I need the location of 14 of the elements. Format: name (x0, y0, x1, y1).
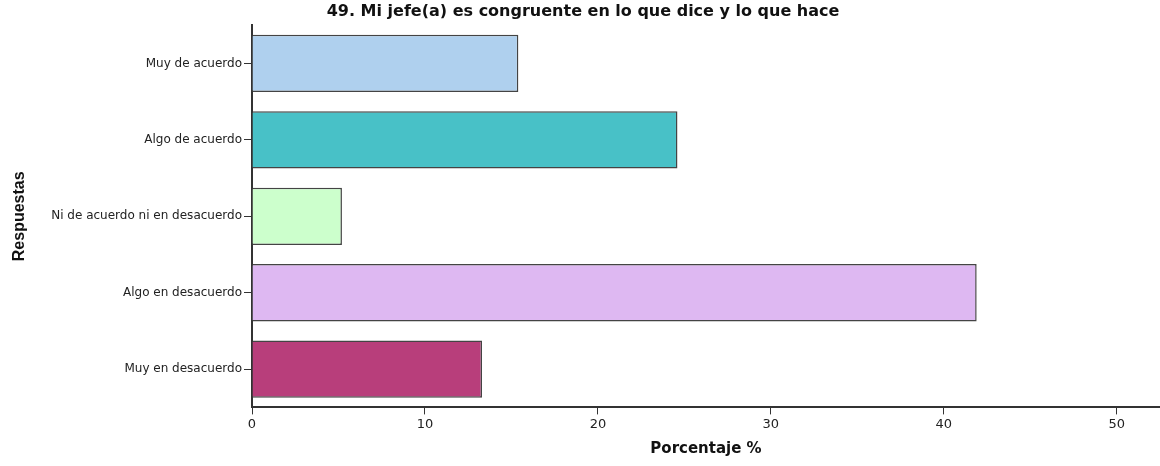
x-tick-label: 50 (1108, 415, 1126, 431)
y-tick-label: Algo de acuerdo (144, 131, 242, 146)
x-tick-label: 20 (589, 415, 607, 431)
chart-title: 49. Mi jefe(a) es congruente en lo que dice y lo que hace (326, 0, 840, 20)
x-tick-label: 10 (416, 415, 434, 431)
y-tick-label: Muy de acuerdo (145, 55, 242, 70)
x-axis-title: Porcentaje % (650, 438, 762, 457)
y-axis-title: Respuestas (10, 171, 28, 262)
x-tick-label: 40 (935, 415, 953, 431)
x-tick-label: 0 (247, 415, 257, 431)
y-tick-label: Muy en desacuerdo (124, 361, 242, 376)
y-tick-label: Ni de acuerdo ni en desacuerdo (51, 208, 242, 223)
y-tick-label: Algo en desacuerdo (123, 284, 242, 299)
x-tick-label: 30 (762, 415, 780, 431)
